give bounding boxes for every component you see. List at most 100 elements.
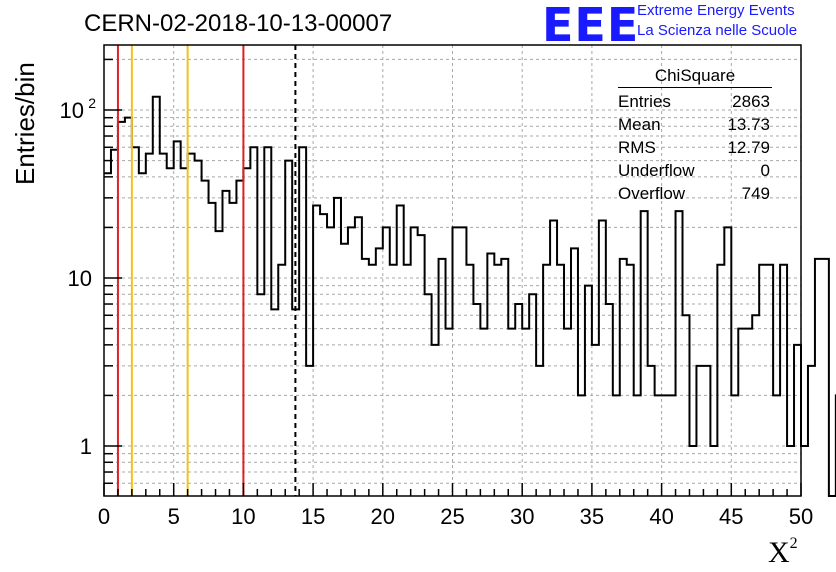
histogram-bar xyxy=(599,220,606,496)
stats-row-underflow: Underflow 0 xyxy=(612,159,778,182)
histogram-bar xyxy=(703,366,710,496)
logo-line-2: La Scienza nelle Scuole xyxy=(637,22,798,39)
cut-lines xyxy=(116,45,297,496)
histogram-bar xyxy=(536,366,543,496)
stats-row-rms: RMS 12.79 xyxy=(612,136,778,159)
histogram-bar xyxy=(222,191,229,496)
histogram-bar xyxy=(341,244,348,496)
histogram-bar xyxy=(487,253,494,496)
histogram-bar xyxy=(752,315,759,496)
y-tick-label: 10 xyxy=(68,266,92,291)
histogram-bar xyxy=(738,329,745,496)
histogram-bar xyxy=(369,265,376,496)
histogram-bar xyxy=(278,265,285,496)
histogram-bar xyxy=(459,227,466,496)
histogram-bar xyxy=(160,154,167,496)
x-tick-label: 15 xyxy=(301,504,325,529)
histogram-bar xyxy=(794,345,801,496)
histogram-bar xyxy=(446,329,453,496)
histogram-bar xyxy=(390,265,397,496)
histogram-bar xyxy=(543,265,550,496)
histogram-bar xyxy=(306,366,313,496)
histogram-bar xyxy=(250,147,257,496)
histogram-bar xyxy=(271,309,278,496)
histogram-bar xyxy=(229,203,236,496)
stats-value: 2863 xyxy=(732,92,770,111)
y-tick-label-exponent: 2 xyxy=(88,95,96,111)
histogram-bar xyxy=(606,304,613,496)
histogram-bar xyxy=(334,198,341,496)
x-tick-label: 40 xyxy=(649,504,673,529)
x-tick-label: 20 xyxy=(371,504,395,529)
histogram-bar xyxy=(815,259,822,496)
eee-logo: EEE xyxy=(542,0,640,52)
histogram-bar xyxy=(494,265,501,496)
x-tick-label: 0 xyxy=(98,504,110,529)
histogram-bar xyxy=(480,329,487,496)
histogram-bar xyxy=(216,231,223,496)
x-tick-label: 5 xyxy=(168,504,180,529)
histogram-bar xyxy=(397,206,404,496)
histogram-bar xyxy=(717,265,724,496)
x-tick-label: 50 xyxy=(789,504,813,529)
histogram-bar xyxy=(118,122,125,496)
histogram-bar xyxy=(313,206,320,496)
histogram-bar xyxy=(585,286,592,496)
axis-ticks xyxy=(103,58,802,496)
histogram-bar xyxy=(808,366,815,496)
histogram-bar xyxy=(146,154,153,496)
stats-value: 0 xyxy=(760,161,770,180)
histogram-bar xyxy=(209,203,216,496)
y-tick-label: 10 xyxy=(60,98,84,123)
histogram-bar xyxy=(473,304,480,496)
histogram-bar xyxy=(299,147,306,496)
histogram-bar xyxy=(111,150,118,496)
histogram-bar xyxy=(466,265,473,496)
histogram-bar xyxy=(508,329,515,496)
histogram-bar xyxy=(564,329,571,496)
histogram-bar xyxy=(104,173,111,496)
histogram-bar xyxy=(453,227,460,496)
histogram-bar xyxy=(822,259,829,496)
stats-label: Entries xyxy=(618,92,671,111)
histogram-bar xyxy=(188,154,195,496)
stats-row-overflow: Overflow 749 xyxy=(612,182,778,205)
histogram-bar xyxy=(167,168,174,496)
histogram-bar xyxy=(174,141,181,496)
histogram-bar xyxy=(132,147,139,496)
histogram-bar xyxy=(648,366,655,496)
histogram-bar xyxy=(557,265,564,496)
histogram-series xyxy=(104,95,836,497)
histogram-bar xyxy=(411,227,418,496)
histogram-outline xyxy=(104,95,836,497)
histogram-bar xyxy=(592,345,599,496)
stats-value: 12.79 xyxy=(727,138,770,157)
histogram-bar xyxy=(139,173,146,496)
histogram-bar xyxy=(515,304,522,496)
logo-line-1: Extreme Energy Events xyxy=(637,2,795,19)
x-tick-label: 30 xyxy=(510,504,534,529)
stats-row-mean: Mean 13.73 xyxy=(612,113,778,136)
grid-lines xyxy=(104,45,801,496)
stats-row-entries: Entries 2863 xyxy=(612,90,778,113)
histogram-bar xyxy=(780,265,787,496)
chart-title: CERN-02-2018-10-13-00007 xyxy=(84,10,393,37)
x-axis-label: X2 xyxy=(768,535,798,570)
y-tick-label: 1 xyxy=(80,434,92,459)
histogram-bar xyxy=(383,227,390,496)
stats-box: ChiSquare Entries 2863 Mean 13.73 RMS 12.79… xyxy=(612,66,778,205)
x-tick-label: 25 xyxy=(440,504,464,529)
stats-value: 13.73 xyxy=(727,115,770,134)
x-axis-label-exponent: 2 xyxy=(789,535,798,552)
histogram-bar xyxy=(243,168,250,496)
stats-title: ChiSquare xyxy=(618,66,772,88)
stats-label: Underflow xyxy=(618,161,695,180)
stats-value: 749 xyxy=(741,184,770,203)
histogram-bar xyxy=(432,345,439,496)
histogram-bar xyxy=(348,227,355,496)
histogram-bar xyxy=(404,265,411,496)
histogram-bar xyxy=(724,227,731,496)
x-tick-labels: 0 5 10 15 20 25 30 35 40 45 50 xyxy=(98,504,813,529)
